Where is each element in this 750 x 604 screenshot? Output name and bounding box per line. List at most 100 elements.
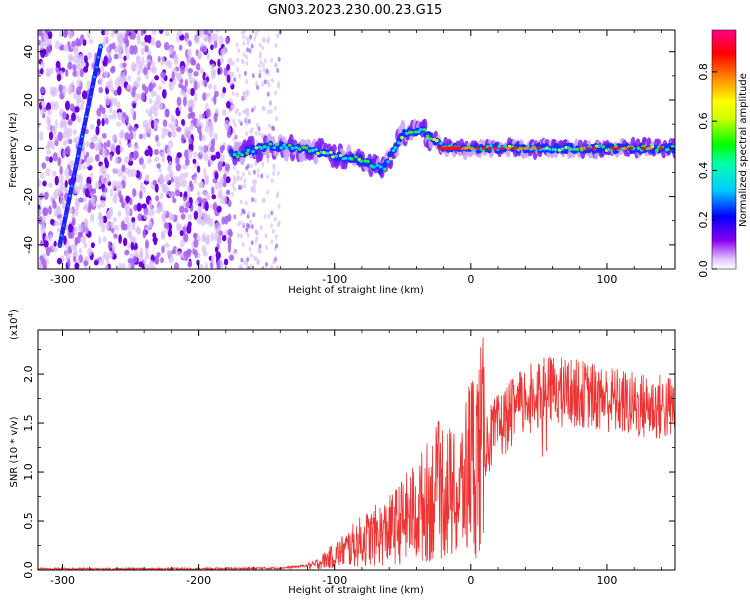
noise-speckle xyxy=(166,147,172,156)
noise-speckle xyxy=(132,103,137,109)
noise-speckle xyxy=(52,246,58,253)
noise-speckle xyxy=(99,215,104,225)
noise-speckle xyxy=(132,150,138,161)
band-highlight xyxy=(422,128,427,132)
noise-speckle xyxy=(121,201,126,209)
noise-speckle xyxy=(203,79,208,88)
noise-speckle xyxy=(196,190,201,197)
noise-speckle xyxy=(277,81,281,87)
noise-speckle xyxy=(173,53,178,63)
noise-speckle xyxy=(227,199,232,208)
noise-speckle xyxy=(45,167,51,177)
noise-speckle xyxy=(249,163,253,169)
noise-speckle xyxy=(232,104,236,110)
noise-speckle xyxy=(213,84,217,92)
noise-speckle xyxy=(265,245,269,251)
noise-speckle xyxy=(106,224,111,232)
noise-speckle xyxy=(147,111,152,117)
noise-speckle xyxy=(244,108,248,114)
noise-speckle xyxy=(210,154,217,161)
noise-speckle xyxy=(274,90,278,96)
noise-speckle xyxy=(245,222,249,228)
band-highlight xyxy=(279,146,284,150)
noise-speckle xyxy=(76,63,82,72)
noise-speckle xyxy=(196,165,201,173)
noise-speckle xyxy=(158,167,162,173)
noise-speckle xyxy=(234,109,238,115)
band-highlight xyxy=(331,155,335,159)
noise-speckle xyxy=(136,76,142,82)
noise-speckle xyxy=(265,68,269,74)
noise-speckle xyxy=(155,195,160,202)
noise-speckle xyxy=(115,144,121,155)
snr-panel: -300 -200 -100 0 100 0.0 0.5 1.0 1.5 2.0 Height o… xyxy=(7,309,676,596)
band-highlight xyxy=(334,154,338,158)
noise-speckle xyxy=(273,62,277,68)
noise-speckle xyxy=(67,30,74,40)
noise-speckle xyxy=(185,157,190,166)
noise-speckle xyxy=(130,61,137,72)
noise-speckle xyxy=(108,78,113,89)
band-peak xyxy=(646,146,652,150)
noise-speckle xyxy=(258,130,262,136)
noise-speckle xyxy=(155,40,162,49)
noise-speckle xyxy=(195,62,201,71)
noise-speckle xyxy=(66,258,71,268)
noise-speckle xyxy=(170,177,174,183)
noise-speckle xyxy=(240,257,244,263)
noise-speckle xyxy=(140,30,144,36)
noise-speckle xyxy=(131,221,136,227)
noise-speckle xyxy=(161,245,165,254)
band-highlight xyxy=(414,130,418,134)
noise-speckle xyxy=(258,42,262,48)
snr-ylabel: SNR (10 * v/v) xyxy=(9,416,20,487)
band-highlight xyxy=(294,146,299,150)
noise-speckle xyxy=(54,40,60,50)
noise-speckle xyxy=(168,160,173,171)
spectrogram-frame xyxy=(37,29,676,270)
noise-speckle xyxy=(83,218,89,228)
noise-speckle xyxy=(76,98,80,108)
noise-speckle xyxy=(98,137,102,147)
noise-speckle xyxy=(205,108,211,118)
noise-speckle xyxy=(92,136,98,142)
noise-speckle xyxy=(190,122,194,131)
y-tick-label: -20 xyxy=(22,188,35,206)
x-tick-label: -300 xyxy=(50,574,75,587)
noise-speckle xyxy=(243,70,247,76)
noise-speckle xyxy=(119,183,123,190)
band-highlight xyxy=(557,148,562,152)
snr-ticks: -300 -200 -100 0 100 0.0 0.5 1.0 1.5 2.0 xyxy=(22,330,675,587)
noise-speckle xyxy=(62,111,67,120)
noise-speckle xyxy=(39,67,44,75)
noise-speckle xyxy=(136,33,141,40)
band-highlight xyxy=(314,147,318,152)
noise-speckle xyxy=(272,171,276,177)
noise-speckle xyxy=(242,91,246,97)
band-highlight xyxy=(650,144,655,149)
noise-speckle xyxy=(213,133,218,141)
noise-speckle xyxy=(263,214,267,220)
band-highlight xyxy=(386,160,390,164)
noise-speckle xyxy=(189,57,195,66)
band-highlight xyxy=(282,143,287,147)
noise-speckle xyxy=(59,185,64,195)
noise-speckle xyxy=(270,58,274,64)
noise-speckle xyxy=(100,65,105,73)
band-peak xyxy=(616,146,622,150)
noise-speckle xyxy=(216,205,222,213)
y-tick-label: -40 xyxy=(22,236,35,254)
noise-speckle xyxy=(134,249,139,258)
noise-speckle xyxy=(148,147,153,157)
noise-speckle xyxy=(132,188,137,198)
noise-speckle xyxy=(179,172,186,181)
noise-speckle xyxy=(125,114,129,124)
noise-speckle xyxy=(264,233,268,239)
noise-speckle xyxy=(274,42,278,48)
noise-speckle xyxy=(126,83,131,90)
y-tick-label: 40 xyxy=(22,45,35,59)
noise-speckle xyxy=(176,152,182,159)
noise-speckle xyxy=(166,249,171,256)
band-peak xyxy=(579,146,585,150)
noise-speckle xyxy=(245,227,249,233)
